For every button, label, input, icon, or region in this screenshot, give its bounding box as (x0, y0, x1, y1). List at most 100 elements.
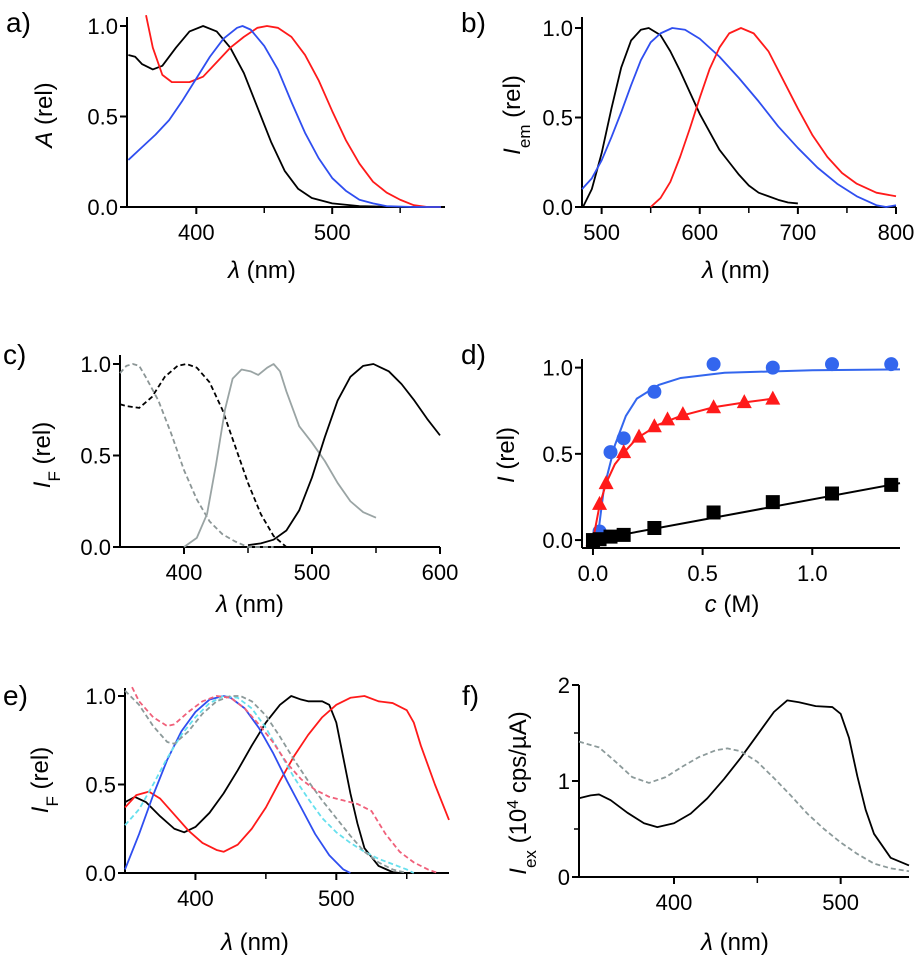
series-2 (650, 27, 897, 208)
y-axis-label-part: ex (521, 850, 540, 868)
x-axis-label: λ (nm) (214, 591, 284, 618)
y-axis-label-part: A (31, 132, 58, 150)
data-point-circle (884, 357, 899, 372)
y-axis-label: Iem (rel) (499, 75, 534, 155)
series-0 (128, 25, 441, 208)
series-1 (145, 14, 441, 208)
y-axis-label: Iex (104 cps/µA) (505, 711, 540, 874)
data-point-triangle (660, 411, 676, 426)
y-axis-label-part: I (499, 148, 526, 155)
x-axis-label-part: (nm) (713, 929, 769, 956)
y-axis-label: IF (rel) (27, 747, 62, 813)
x-tick-label: 500 (822, 890, 859, 915)
x-tick-label: 500 (583, 220, 620, 245)
data-point-triangle (736, 394, 752, 409)
series-line (582, 27, 798, 208)
y-tick-label: 0.5 (80, 444, 111, 469)
panel-letter: c) (3, 339, 26, 370)
x-tick-label: 0.0 (578, 561, 609, 586)
data-point-triangle (765, 390, 781, 405)
y-axis-label-part: F (43, 796, 62, 806)
panel-b: b) 0.0 0.5 1.0 500 600 700 800 λ (nm) Iem (rel) (461, 7, 914, 284)
y-tick-label: 1.0 (542, 356, 573, 381)
x-tick-label: 500 (294, 560, 331, 585)
x-axis-label: λ (nm) (219, 929, 289, 956)
x-tick-label: 0.5 (687, 561, 718, 586)
series-line (127, 25, 441, 208)
y-tick-label: 0.0 (80, 535, 111, 560)
data-point-square (592, 532, 607, 547)
data-point-square (706, 505, 721, 520)
data-point-triangle (675, 406, 691, 421)
x-tick-label: 800 (878, 220, 915, 245)
x-tick-label: 600 (422, 560, 459, 585)
panel-letter: a) (6, 7, 31, 38)
x-tick-label: 500 (318, 886, 355, 911)
data-point-triangle (592, 495, 608, 510)
x-tick-label: 400 (177, 886, 214, 911)
series-1 (578, 740, 910, 873)
data-point-triangle (631, 428, 647, 443)
panel-f: f) 0 1 2 400 500 λ (nm) Iex (104 cps/µA) (462, 673, 910, 956)
x-axis-label-part: (nm) (233, 929, 289, 956)
series-0 (582, 27, 798, 208)
y-axis-label-part: I (505, 868, 532, 875)
y-axis-label-part: (rel) (27, 747, 54, 796)
x-axis-label-part: c (705, 591, 717, 618)
series-0 (578, 699, 910, 867)
x-tick-label: 700 (780, 220, 817, 245)
y-axis-label: I (rel) (493, 427, 520, 483)
x-axis-label-part: (nm) (228, 591, 284, 618)
y-tick-label: 1.0 (85, 684, 116, 709)
series-line (578, 699, 910, 867)
data-point-circle (616, 431, 631, 446)
series-line (578, 740, 910, 873)
y-axis-label-part: em (515, 125, 534, 149)
panel-letter: d) (461, 339, 486, 370)
data-point-square (825, 486, 840, 501)
panel-d: d) 0.0 0.5 1.0 0.0 0.5 1.0 c (M) I (rel) (461, 339, 901, 618)
y-tick-label: 0.0 (85, 861, 116, 886)
series-3 (247, 363, 441, 547)
series-2 (183, 363, 377, 548)
series-line (247, 363, 441, 547)
x-axis-label: c (M) (705, 591, 760, 618)
panel-e: e) 0.0 0.5 1.0 400 500 λ (nm) IF (rel) (3, 680, 450, 956)
y-tick-label: 1.0 (542, 16, 573, 41)
fit-line (592, 482, 901, 542)
data-point-triangle (598, 475, 614, 490)
data-point-square (765, 495, 780, 510)
x-tick-label: 400 (166, 560, 203, 585)
y-axis-label-part: F (45, 471, 64, 481)
y-axis-label-part: (rel) (493, 427, 520, 476)
data-point-square (616, 527, 631, 542)
data-point-triangle (616, 444, 632, 459)
series-2 (127, 25, 441, 208)
data-point-square (603, 529, 618, 544)
series-line (183, 363, 377, 548)
series-1 (124, 695, 450, 853)
series-2 (124, 695, 351, 874)
y-axis-label-part: (10 (505, 809, 532, 850)
data-point-square (884, 477, 899, 492)
series-0 (124, 695, 400, 874)
y-axis-label-part: I (493, 476, 520, 483)
x-axis-label-part: (nm) (240, 257, 296, 284)
x-tick-label: 600 (681, 220, 718, 245)
x-axis-label: λ (nm) (699, 929, 769, 956)
series-line (119, 363, 274, 548)
y-axis-label-part: cps/µA) (505, 711, 532, 800)
y-axis-label-part: (rel) (31, 82, 58, 131)
series-1 (581, 27, 897, 208)
y-axis-label-part: 4 (505, 800, 522, 809)
series-line (128, 25, 441, 208)
x-tick-label: 400 (656, 890, 693, 915)
y-tick-label: 0.5 (542, 106, 573, 131)
y-tick-label: 0.5 (87, 105, 118, 130)
series-line (124, 695, 351, 874)
data-point-circle (647, 384, 662, 399)
y-tick-label: 0.0 (542, 528, 573, 553)
y-tick-label: 0.0 (542, 195, 573, 220)
panel-a: a) 0.0 0.5 1.0 400 500 λ (nm) A (rel) (6, 7, 445, 284)
